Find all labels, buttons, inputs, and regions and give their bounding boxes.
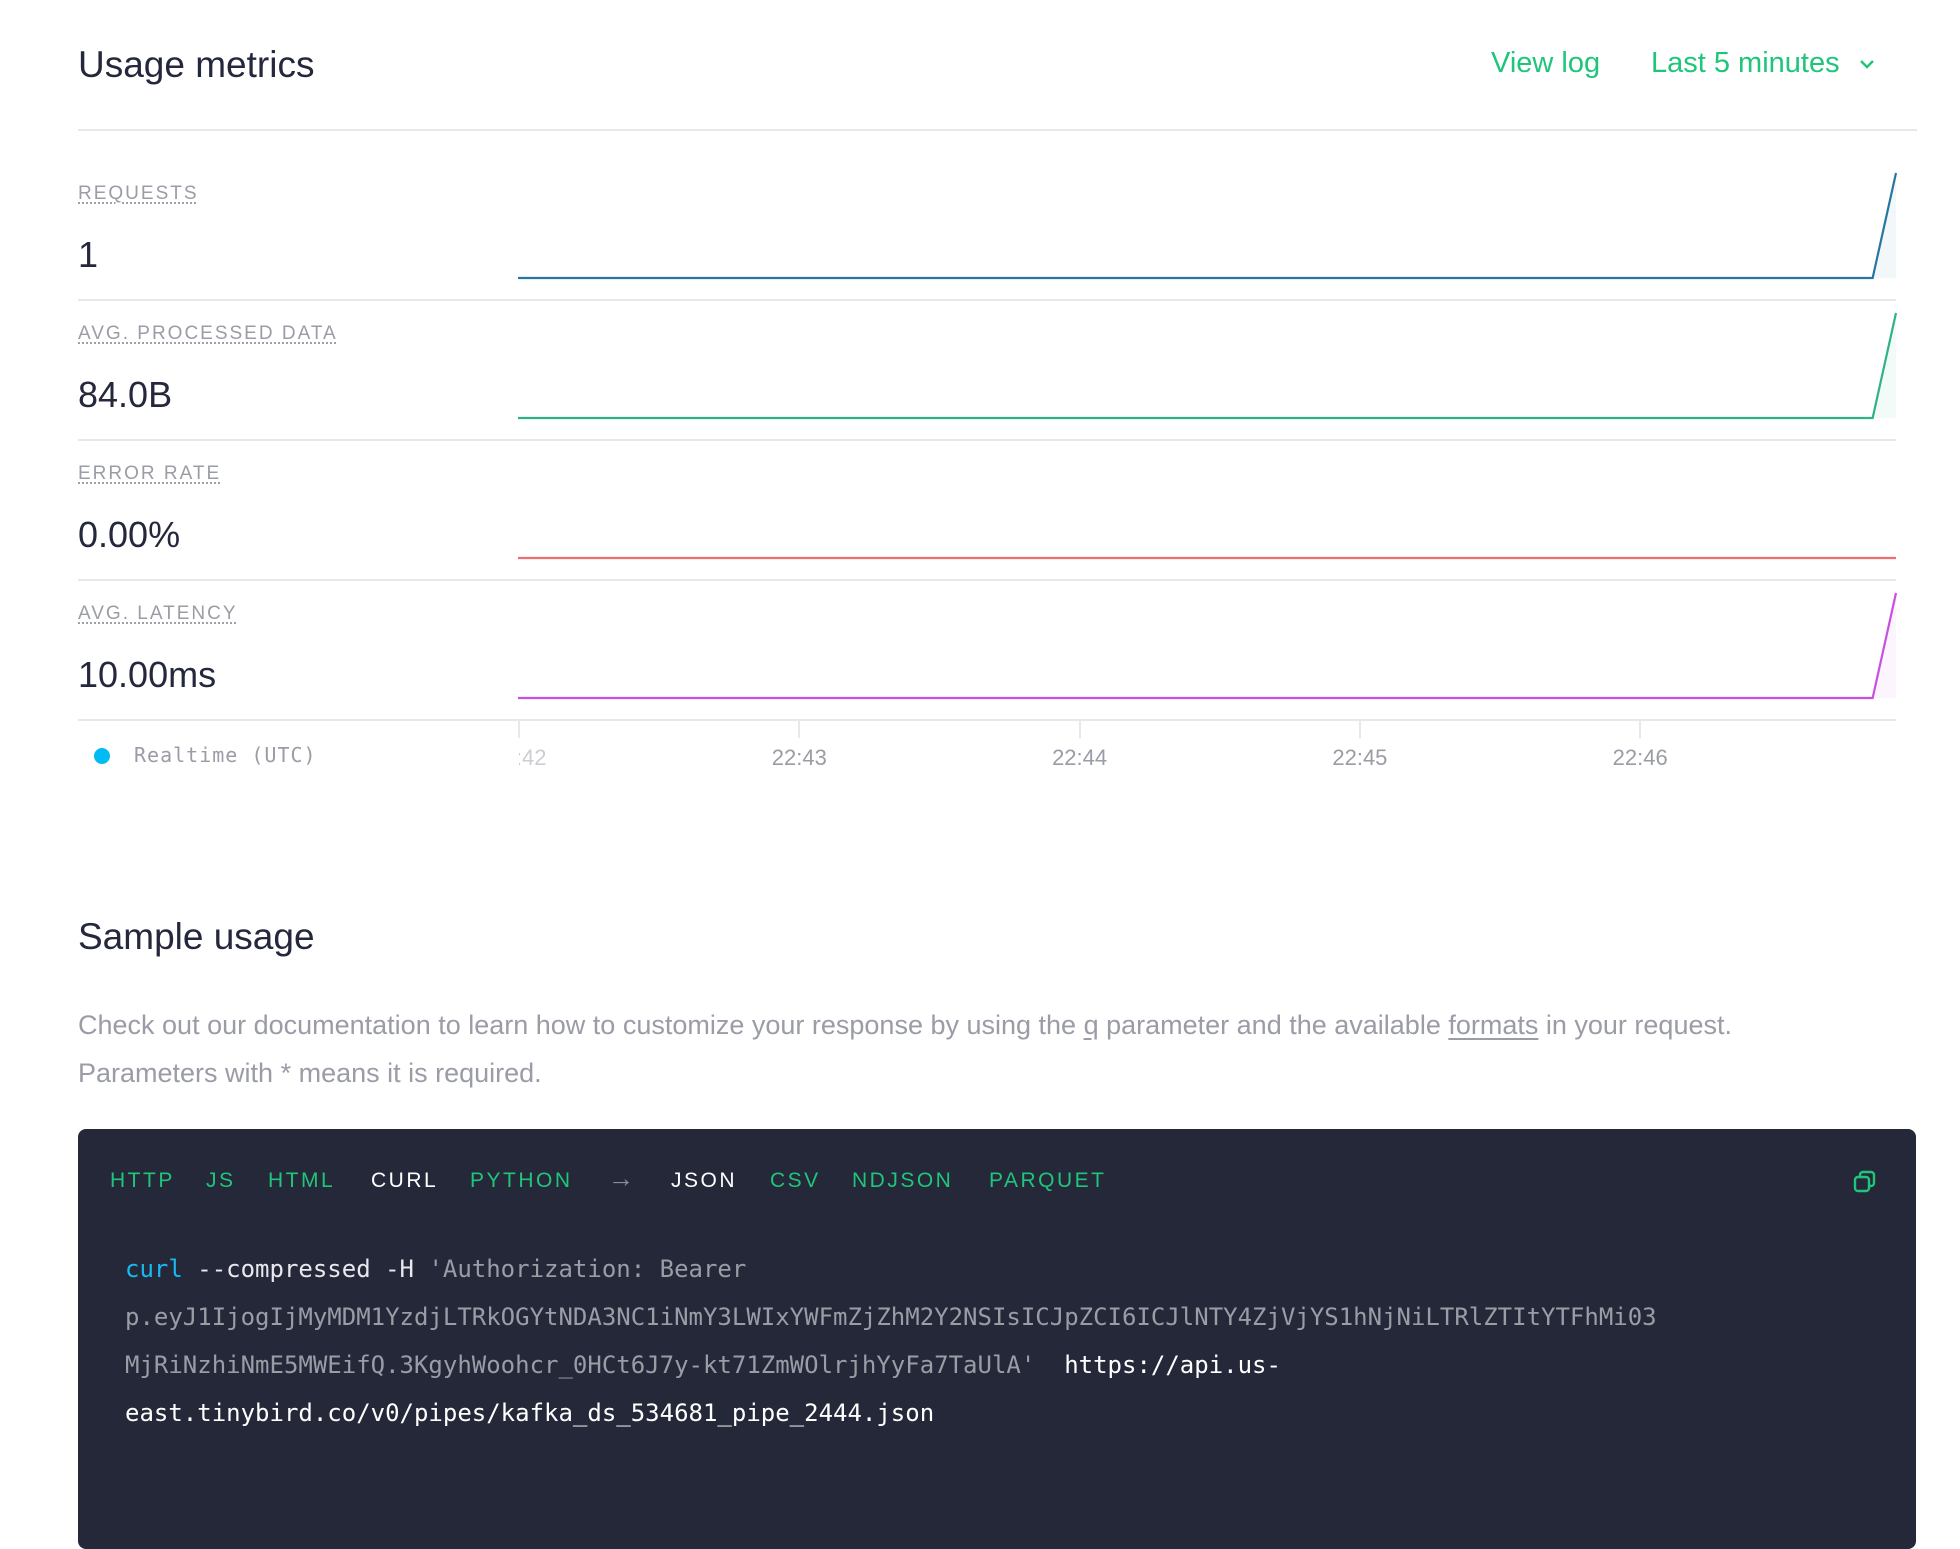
language-tab-html[interactable]: HTML — [268, 1169, 335, 1193]
x-tick-label: 22:43 — [772, 745, 827, 771]
series-area — [518, 173, 1896, 278]
formats-link[interactable]: formats — [1448, 1010, 1538, 1040]
format-tab-csv[interactable]: CSV — [770, 1169, 821, 1193]
series-area — [518, 593, 1896, 698]
realtime-legend-label: Realtime (UTC) — [134, 743, 317, 767]
metric-label[interactable]: ERROR RATE — [78, 463, 221, 485]
metric-label[interactable]: REQUESTS — [78, 183, 199, 205]
x-tick-mark — [798, 720, 800, 738]
series-line — [518, 313, 1896, 418]
series-area — [518, 313, 1896, 418]
series-line — [518, 173, 1896, 278]
metric-value: 10.00ms — [78, 654, 216, 696]
format-tab-ndjson[interactable]: NDJSON — [852, 1169, 953, 1193]
code-line: curl --compressed -H 'Authorization: Bea… — [125, 1255, 746, 1283]
x-tick-mark — [1359, 720, 1361, 738]
metric-divider — [78, 719, 1896, 721]
language-tab-python[interactable]: PYTHON — [470, 1169, 573, 1193]
arrow-right-icon: → — [608, 1163, 634, 1194]
series-line — [518, 593, 1896, 698]
code-line: MjRiNzhiNmE5MWEifQ.3KgyhWoohcr_0HCt6J7y-… — [125, 1351, 1281, 1379]
code-url: https://api.us- — [1035, 1351, 1281, 1379]
metric-label[interactable]: AVG. LATENCY — [78, 603, 238, 625]
code-header-string: 'Authorization: Bearer — [428, 1255, 746, 1283]
x-tick-label: 22:42 — [491, 745, 546, 771]
required-note: Parameters with * means it is required. — [78, 1058, 542, 1088]
language-tab-http[interactable]: HTTP — [110, 1169, 175, 1193]
q-parameter-link[interactable]: q — [1084, 1010, 1099, 1040]
copy-icon[interactable] — [1852, 1169, 1878, 1195]
metric-value: 1 — [78, 234, 98, 276]
metric-divider — [78, 299, 1896, 301]
code-flags: --compressed -H — [183, 1255, 429, 1283]
desc-text: Check out our documentation to learn how… — [78, 1010, 1084, 1040]
x-tick-mark — [1639, 720, 1641, 738]
metric-value: 0.00% — [78, 514, 180, 556]
metric-divider — [78, 439, 1896, 441]
format-tab-json[interactable]: JSON — [671, 1169, 737, 1193]
time-range-dropdown[interactable]: Last 5 minutes — [1651, 47, 1876, 80]
code-command: curl — [125, 1255, 183, 1283]
code-sample-panel: HTTP JS HTML CURL PYTHON → JSON CSV NDJSON PARQUE… — [78, 1129, 1916, 1549]
page-title: Usage metrics — [78, 44, 314, 86]
chevron-down-icon — [1858, 58, 1876, 70]
view-log-link[interactable]: View log — [1491, 47, 1600, 80]
desc-text: parameter and the available — [1099, 1010, 1449, 1040]
code-line: p.eyJ1IjogIjMyMDM1YzdjLTRkOGYtNDA3NC1iNm… — [125, 1303, 1657, 1331]
metric-divider — [78, 579, 1896, 581]
format-tab-parquet[interactable]: PARQUET — [989, 1169, 1106, 1193]
metric-value: 84.0B — [78, 374, 172, 416]
sample-usage-description: Check out our documentation to learn how… — [78, 1001, 1938, 1097]
realtime-legend-dot — [94, 748, 110, 764]
x-tick-mark — [1079, 720, 1081, 738]
x-tick-label: 22:46 — [1613, 745, 1668, 771]
language-tab-js[interactable]: JS — [206, 1169, 236, 1193]
time-range-label: Last 5 minutes — [1651, 47, 1840, 80]
language-tab-curl[interactable]: CURL — [371, 1169, 438, 1193]
sample-usage-title: Sample usage — [78, 916, 315, 958]
code-token: MjRiNzhiNmE5MWEifQ.3KgyhWoohcr_0HCt6J7y-… — [125, 1351, 1035, 1379]
desc-text: in your request. — [1538, 1010, 1732, 1040]
x-tick-mark — [518, 720, 520, 738]
header-divider — [78, 129, 1917, 131]
code-line: east.tinybird.co/v0/pipes/kafka_ds_53468… — [125, 1399, 934, 1427]
metric-label[interactable]: AVG. PROCESSED DATA — [78, 323, 338, 345]
x-tick-label: 22:44 — [1052, 745, 1107, 771]
x-tick-label: 22:45 — [1332, 745, 1387, 771]
